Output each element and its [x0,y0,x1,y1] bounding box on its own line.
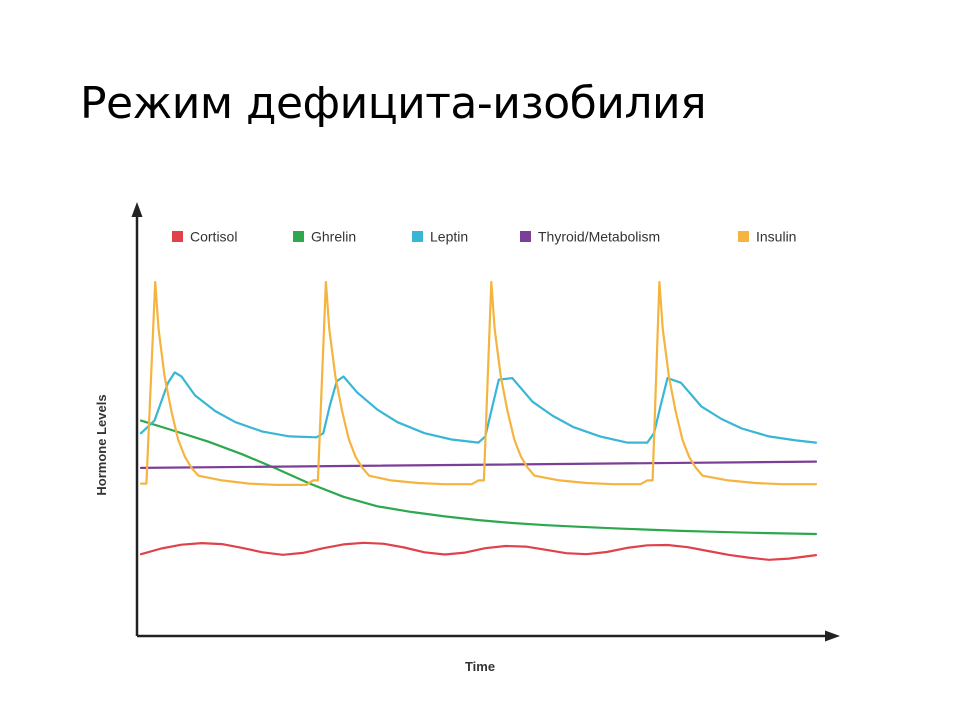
y-axis-arrowhead [131,202,143,217]
legend-item-insulin: Insulin [738,229,796,245]
legend-swatch-leptin [412,231,423,242]
y-axis [131,202,143,636]
legend-item-ghrelin: Ghrelin [293,229,356,245]
thyroid-metabolism-line [139,460,818,469]
legend-item-cortisol: Cortisol [172,229,237,245]
legend-swatch-thyroid-metabolism [520,231,531,242]
cortisol-line [139,541,818,561]
legend: Cortisol Ghrelin Leptin Thyroid/Metabolism I… [172,229,796,245]
legend-label-cortisol: Cortisol [190,229,237,245]
legend-item-thyroid-metabolism: Thyroid/Metabolism [520,229,660,245]
series-layer [139,280,818,561]
legend-swatch-ghrelin [293,231,304,242]
legend-item-leptin: Leptin [412,229,468,245]
y-axis-label: Hormone Levels [94,394,109,495]
legend-swatch-cortisol [172,231,183,242]
leptin-line [139,371,818,444]
x-axis-arrowhead [825,630,840,642]
legend-label-leptin: Leptin [430,229,468,245]
x-axis-label: Time [465,659,495,674]
legend-label-thyroid-metabolism: Thyroid/Metabolism [538,229,660,245]
legend-label-insulin: Insulin [756,229,796,245]
ghrelin-line [139,419,818,536]
x-axis [137,630,840,642]
legend-label-ghrelin: Ghrelin [311,229,356,245]
legend-swatch-insulin [738,231,749,242]
slide-title: Режим дефицита-изобилия [80,78,707,129]
insulin-line [139,280,818,486]
